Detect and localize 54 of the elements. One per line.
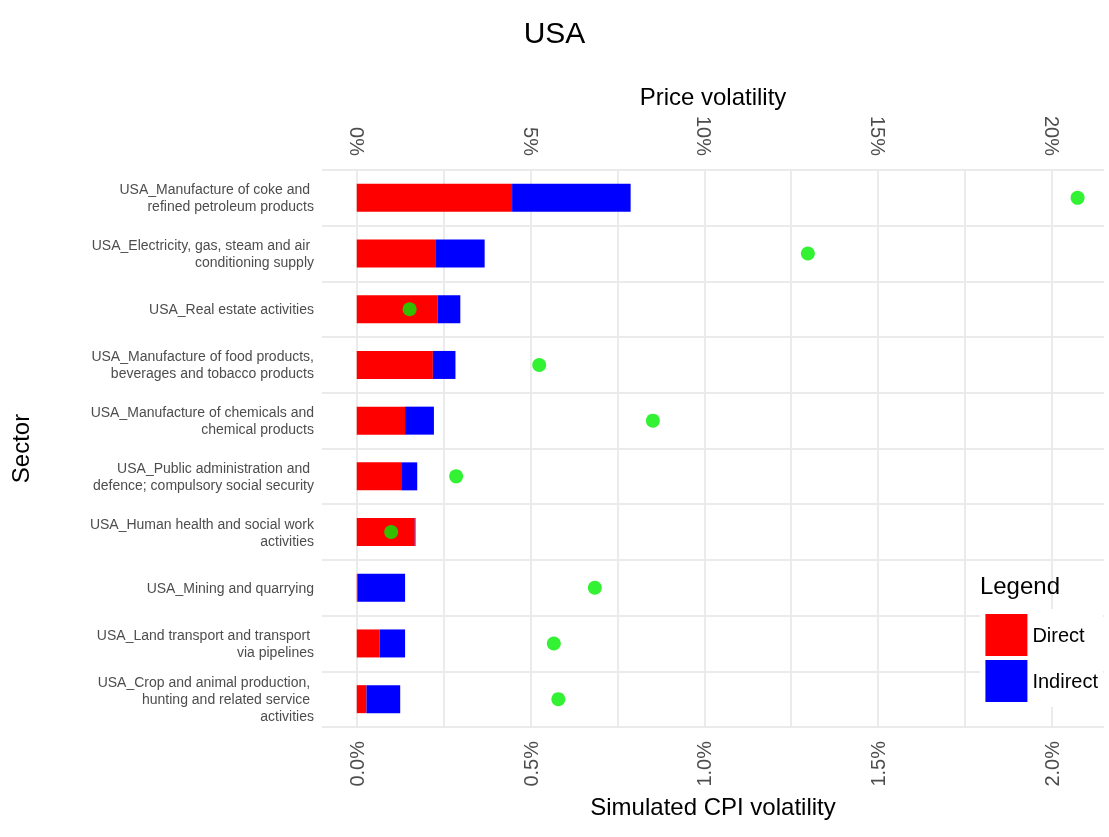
chart-title: USA <box>523 15 586 49</box>
bar <box>356 239 436 268</box>
y-tick-label: USA_Land transport and transport via pipelines <box>96 626 314 660</box>
legend-label: Indirect <box>1032 670 1099 692</box>
x-tick-label: 0.0% <box>345 740 368 787</box>
point <box>532 357 547 372</box>
bar <box>379 629 406 658</box>
x2-tick-label: 10% <box>693 115 716 157</box>
x-axis-title: Simulated CPI volatility <box>590 792 836 820</box>
point <box>800 246 815 261</box>
x-tick-label: 0.5% <box>519 740 542 787</box>
x-tick-label: 1.5% <box>867 740 890 787</box>
bar <box>437 295 461 324</box>
point <box>402 302 417 317</box>
bar <box>356 350 433 379</box>
x2-tick-label: 15% <box>867 115 890 157</box>
y-axis-title: Sector <box>6 413 34 484</box>
x2-tick-label: 5% <box>519 127 542 157</box>
y-tick-label: USA_Public administration and defence; compulsory social security <box>93 459 314 493</box>
bar <box>405 406 434 435</box>
point <box>587 580 602 595</box>
y-tick-label: USA_Mining and quarrying <box>146 579 314 596</box>
point <box>1070 190 1085 205</box>
x2-axis-title: Price volatility <box>639 82 787 110</box>
bar <box>356 518 415 547</box>
x-tick-label: 2.0% <box>1040 740 1063 787</box>
y-tick-label: USA_Electricity, gas, steam and air conditioning supply <box>91 237 314 271</box>
point <box>645 413 660 428</box>
bar <box>356 295 438 324</box>
bar <box>356 406 406 435</box>
point <box>551 692 566 707</box>
x-tick-label: 1.0% <box>693 740 716 787</box>
x2-tick-label: 20% <box>1040 115 1063 157</box>
bar <box>356 462 402 491</box>
bar <box>356 183 513 212</box>
y-tick-label: USA_Manufacture of food products, beverages and tobacco products <box>91 348 314 382</box>
y-tick-label: USA_Manufacture of coke and refined petroleum products <box>119 181 314 215</box>
bar <box>366 685 401 714</box>
legend-title: Legend <box>979 571 1061 599</box>
y-tick-label: USA_Crop and animal production, hunting and related service activities <box>97 674 314 725</box>
bar <box>435 239 485 268</box>
bar <box>357 573 406 602</box>
y-tick-label: USA_Manufacture of chemicals and chemical products <box>90 404 314 438</box>
legend-label: Direct <box>1032 624 1086 646</box>
y-tick-label: USA_Real estate activities <box>149 301 314 318</box>
bar <box>432 350 456 379</box>
point <box>449 469 464 484</box>
y-tick-label: USA_Human health and social work activities <box>89 515 315 549</box>
point <box>546 636 561 651</box>
bar <box>401 462 418 491</box>
x2-tick-label: 0% <box>345 127 368 157</box>
bar <box>356 629 380 658</box>
bar <box>512 183 631 212</box>
bar <box>356 685 367 714</box>
